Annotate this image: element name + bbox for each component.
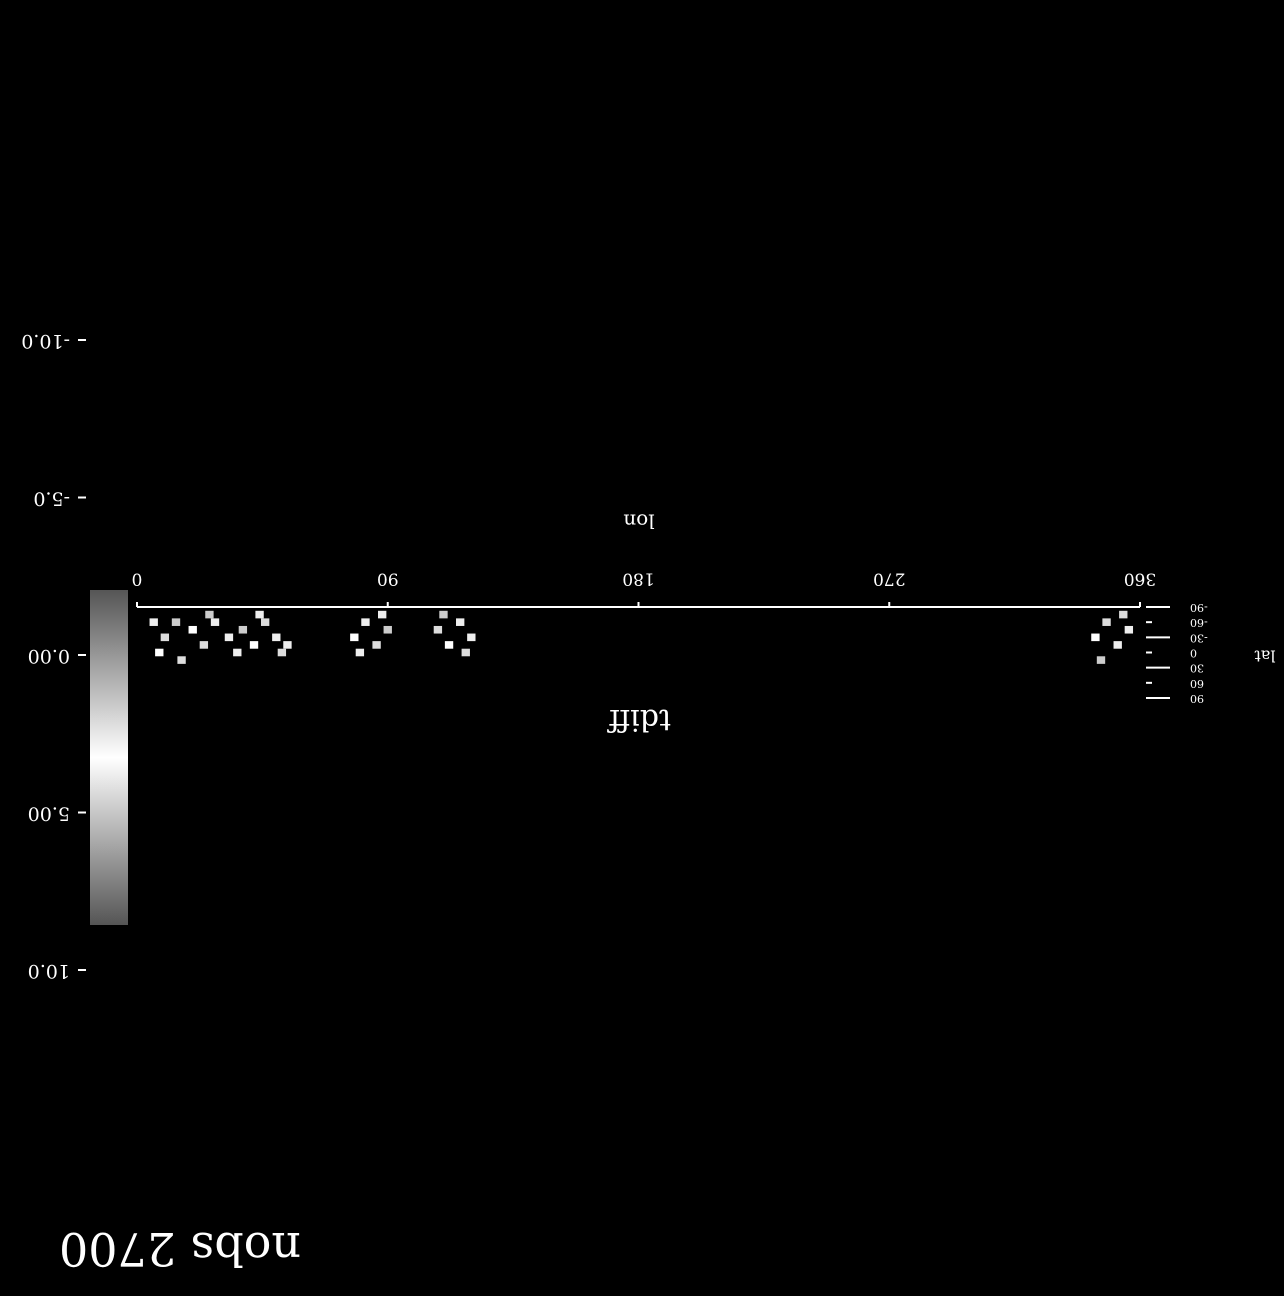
x-tick-label: 270 [873,569,905,589]
data-cell [350,633,359,642]
y-tick-label: 30 [1190,662,1204,675]
colorbar [90,590,128,925]
nobs-annotation: nobs 2700 [59,1222,301,1276]
data-cell [1124,625,1134,634]
y-tick-label: -60 [1190,616,1208,629]
data-cell [461,648,470,657]
data-cell [160,633,170,642]
data-cell [372,641,381,649]
data-cell [188,625,197,634]
data-cell [171,618,181,626]
data-cell [1113,641,1122,649]
data-cell [249,641,259,649]
data-cell [238,625,248,634]
data-cell [233,648,242,657]
data-cell [177,656,186,664]
data-cell [277,648,287,657]
data-cell [1096,656,1106,664]
data-cell [1091,633,1100,642]
x-tick-label: 0 [132,569,143,589]
plot-area: tdiff lon lat nobs 2700 0 90 180 270 360 -90 -… [21,330,1275,1276]
data-cell [444,641,454,649]
y-tick-label: -30 [1190,631,1208,644]
y-tick-label: 0 [1190,647,1197,660]
x-tick-label: 360 [1124,569,1156,589]
y-tick-label: -90 [1190,601,1208,614]
data-cell [205,610,214,619]
colorbar-tick-label: 0.00 [28,645,70,667]
colorbar-tick-label: -10.0 [21,330,70,352]
data-cell [361,618,370,626]
y-tick-label: 60 [1190,677,1204,690]
data-cell [1119,610,1128,619]
plot-title: tdiff [606,702,671,737]
data-cell [149,618,158,626]
data-cell [377,610,387,619]
data-cell [433,625,443,634]
data-cell [260,618,270,626]
data-cell [439,610,448,619]
data-cell [283,641,292,649]
data-cell [224,633,234,642]
data-cell [383,625,392,634]
x-axis-label: lon [623,510,654,534]
y-axis-label: lat [1254,647,1276,666]
colorbar-tick-label: -5.0 [33,488,70,510]
colorbar-tick-label: 5.00 [28,803,70,825]
data-cell [155,648,164,657]
x-tick-label: 180 [622,569,654,589]
data-cell [199,641,209,649]
data-cell [272,633,281,642]
data-cell [255,610,264,619]
data-cell [1102,618,1111,626]
y-tick-label: 90 [1190,692,1204,705]
data-cell [355,648,365,657]
data-cell [467,633,476,642]
x-tick-label: 90 [377,569,399,589]
data-cell [210,618,220,626]
data-cell [456,618,465,626]
colorbar-tick-label: 10.0 [28,960,70,982]
